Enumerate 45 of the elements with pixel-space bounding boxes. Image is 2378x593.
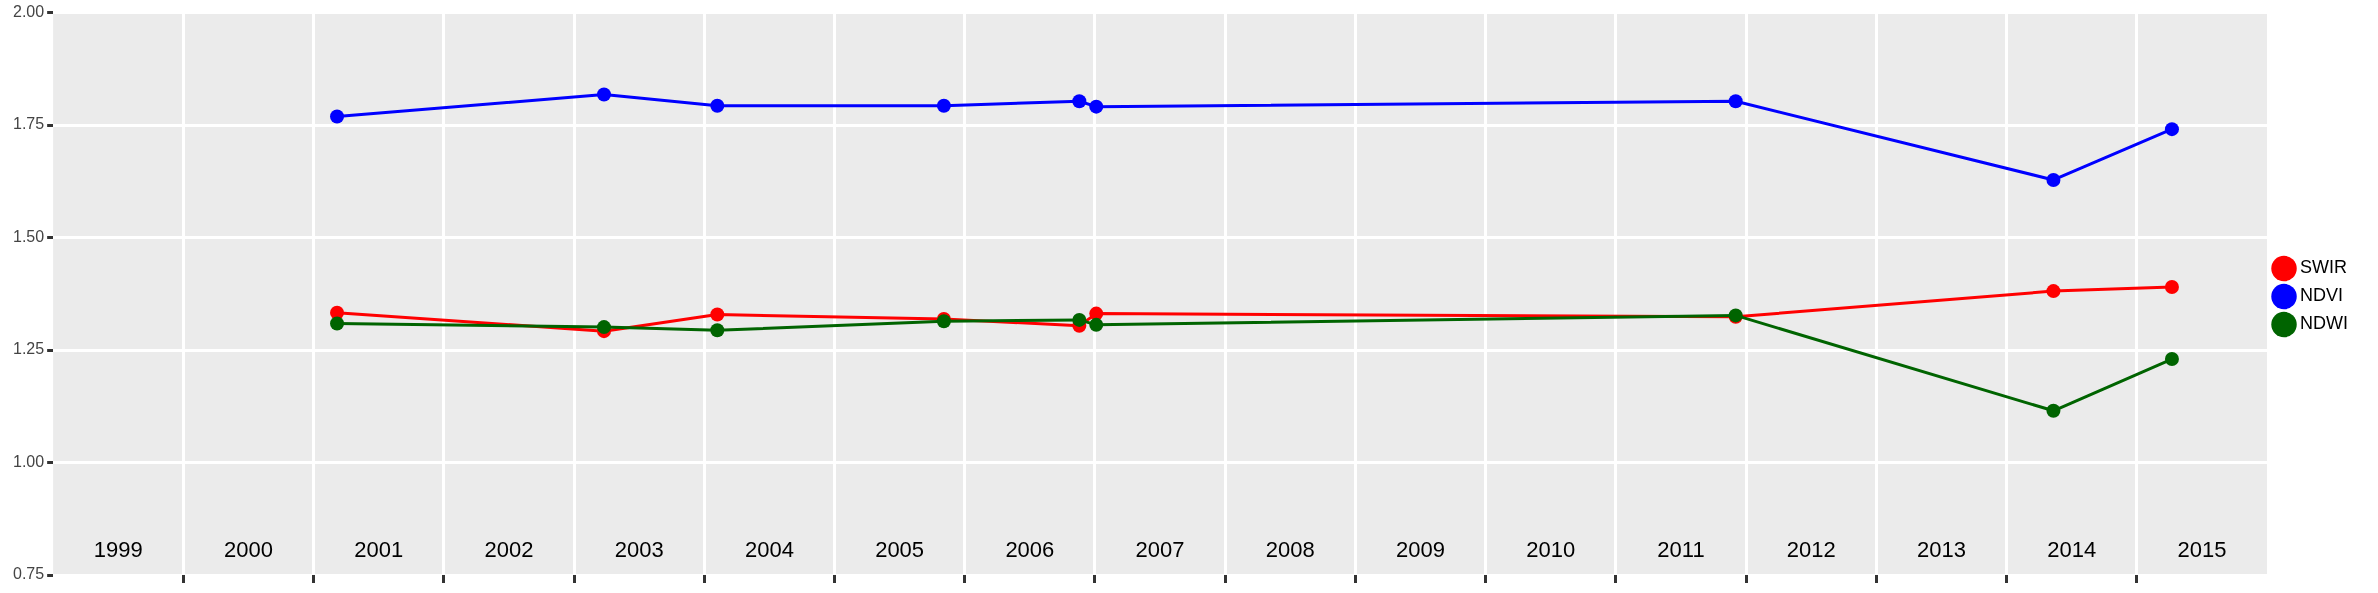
x-tick-label: 2005 <box>875 537 925 563</box>
point <box>710 307 725 322</box>
x-tick-label: 2014 <box>2047 537 2097 563</box>
x-tick-label: 2002 <box>484 537 534 563</box>
x-tick-label: 2009 <box>1396 537 1446 563</box>
x-tick-label: 1999 <box>93 537 143 563</box>
point <box>2046 403 2061 418</box>
point <box>1072 312 1087 327</box>
point <box>1089 99 1104 114</box>
legend-label: NDWI <box>2300 313 2349 334</box>
legend-label: SWIR <box>2300 257 2348 278</box>
x-tick-label: 2001 <box>354 537 404 563</box>
point <box>710 98 725 113</box>
x-tick-label: 2012 <box>1786 537 1836 563</box>
x-tick-label: 2004 <box>744 537 794 563</box>
x-tick-label: 2003 <box>614 537 664 563</box>
point <box>1728 94 1743 109</box>
y-tick-label: 1.00 <box>13 452 45 470</box>
x-tick-label: 2006 <box>1005 537 1055 563</box>
point <box>2046 284 2061 299</box>
point <box>330 316 345 331</box>
point <box>710 323 725 338</box>
point <box>330 109 345 124</box>
point <box>2164 280 2179 295</box>
x-tick-label: 2007 <box>1135 537 1185 563</box>
x-tick-label: 2000 <box>224 537 273 563</box>
point <box>936 98 951 113</box>
x-tick-label: 2010 <box>1526 537 1576 563</box>
point <box>1072 94 1087 109</box>
x-tick-label: 2013 <box>1916 537 1966 563</box>
y-tick-label: 0.75 <box>13 565 45 583</box>
point <box>1089 317 1104 332</box>
point <box>2164 352 2179 367</box>
y-tick-label: 1.25 <box>13 340 45 358</box>
point <box>2164 122 2179 137</box>
point <box>597 320 611 335</box>
x-tick-label: 2015 <box>2177 537 2227 563</box>
y-tick-label: 1.50 <box>13 227 45 245</box>
y-tick-label: 1.75 <box>13 115 45 133</box>
point <box>597 87 611 102</box>
x-tick-label: 2008 <box>1265 537 1315 563</box>
y-tick-label: 2.00 <box>13 3 45 21</box>
x-tick-label: 2011 <box>1657 537 1705 563</box>
point <box>2046 172 2061 187</box>
legend-label: NDVI <box>2300 285 2344 306</box>
